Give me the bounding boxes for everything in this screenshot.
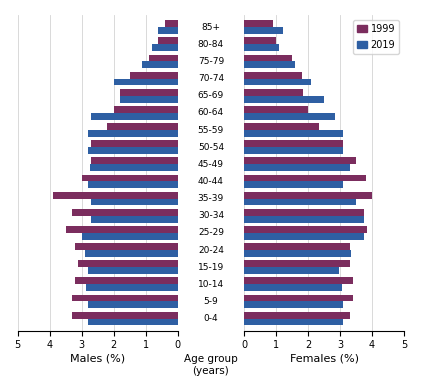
Bar bbox=[88, 301, 178, 308]
Text: 45-49: 45-49 bbox=[198, 160, 224, 169]
Bar bbox=[244, 250, 351, 257]
Text: 20-24: 20-24 bbox=[198, 245, 224, 255]
Bar bbox=[244, 21, 273, 27]
Bar bbox=[82, 175, 178, 182]
Text: Age group
(years): Age group (years) bbox=[184, 354, 238, 375]
Bar bbox=[244, 199, 356, 206]
Legend: 1999, 2019: 1999, 2019 bbox=[353, 20, 399, 54]
Bar bbox=[130, 72, 178, 79]
Bar bbox=[244, 216, 364, 223]
Bar bbox=[244, 140, 343, 147]
X-axis label: Females (%): Females (%) bbox=[289, 353, 359, 363]
Bar bbox=[244, 294, 353, 301]
Bar bbox=[244, 55, 292, 62]
Bar bbox=[53, 192, 178, 199]
Bar bbox=[75, 277, 178, 284]
Bar bbox=[91, 157, 178, 164]
Bar bbox=[244, 157, 356, 164]
Bar bbox=[82, 233, 178, 240]
Bar bbox=[91, 216, 178, 223]
Bar bbox=[244, 209, 364, 216]
Bar bbox=[87, 284, 178, 291]
Bar bbox=[85, 250, 178, 257]
Bar bbox=[244, 301, 343, 308]
Bar bbox=[244, 318, 343, 325]
Bar bbox=[88, 147, 178, 154]
Text: 65-69: 65-69 bbox=[198, 91, 224, 100]
Bar bbox=[88, 318, 178, 325]
Text: 30-34: 30-34 bbox=[198, 211, 224, 220]
Text: 85+: 85+ bbox=[202, 23, 220, 32]
Bar bbox=[244, 175, 366, 182]
Text: 50-54: 50-54 bbox=[198, 142, 224, 152]
Bar bbox=[66, 226, 178, 233]
Bar bbox=[244, 260, 350, 267]
Bar bbox=[143, 62, 178, 68]
Bar bbox=[79, 260, 178, 267]
Bar bbox=[88, 182, 178, 188]
Bar bbox=[120, 89, 178, 96]
Bar bbox=[72, 294, 178, 301]
Bar bbox=[149, 55, 178, 62]
Bar bbox=[244, 182, 343, 188]
Bar bbox=[244, 79, 311, 86]
Bar bbox=[244, 267, 338, 274]
Bar bbox=[91, 140, 178, 147]
Text: 40-44: 40-44 bbox=[198, 177, 224, 186]
Bar bbox=[244, 44, 279, 51]
Bar bbox=[114, 106, 178, 113]
Bar bbox=[75, 243, 178, 250]
Bar bbox=[244, 62, 295, 68]
Bar bbox=[120, 96, 178, 103]
Text: 5-9: 5-9 bbox=[203, 297, 218, 306]
Bar bbox=[88, 267, 178, 274]
Bar bbox=[90, 164, 178, 171]
Bar bbox=[244, 113, 335, 120]
Text: 10-14: 10-14 bbox=[198, 280, 224, 289]
Bar bbox=[107, 123, 178, 130]
Bar bbox=[244, 72, 302, 79]
Bar bbox=[244, 27, 282, 34]
Bar bbox=[244, 89, 303, 96]
Bar bbox=[91, 113, 178, 120]
Text: 35-39: 35-39 bbox=[198, 194, 224, 203]
Text: 75-79: 75-79 bbox=[198, 57, 224, 66]
Text: 60-64: 60-64 bbox=[198, 108, 224, 117]
Bar bbox=[244, 243, 350, 250]
Text: 0-4: 0-4 bbox=[204, 314, 218, 323]
Text: 70-74: 70-74 bbox=[198, 74, 224, 83]
Bar bbox=[244, 312, 350, 318]
Bar bbox=[244, 123, 319, 130]
Bar bbox=[244, 226, 367, 233]
Bar bbox=[244, 277, 353, 284]
Bar bbox=[91, 199, 178, 206]
Text: 15-19: 15-19 bbox=[198, 263, 224, 272]
Bar bbox=[244, 130, 343, 137]
Bar bbox=[244, 106, 308, 113]
X-axis label: Males (%): Males (%) bbox=[70, 353, 125, 363]
Bar bbox=[244, 38, 276, 44]
Bar bbox=[244, 147, 343, 154]
Bar bbox=[244, 164, 350, 171]
Bar bbox=[152, 44, 178, 51]
Bar bbox=[165, 21, 178, 27]
Bar bbox=[159, 27, 178, 34]
Bar bbox=[244, 192, 372, 199]
Bar bbox=[72, 312, 178, 318]
Bar bbox=[114, 79, 178, 86]
Bar bbox=[88, 130, 178, 137]
Bar bbox=[159, 38, 178, 44]
Text: 80-84: 80-84 bbox=[198, 40, 224, 49]
Bar bbox=[72, 209, 178, 216]
Bar bbox=[244, 96, 324, 103]
Text: 55-59: 55-59 bbox=[198, 125, 224, 135]
Text: 25-29: 25-29 bbox=[198, 228, 224, 238]
Bar bbox=[244, 284, 342, 291]
Bar bbox=[244, 233, 364, 240]
